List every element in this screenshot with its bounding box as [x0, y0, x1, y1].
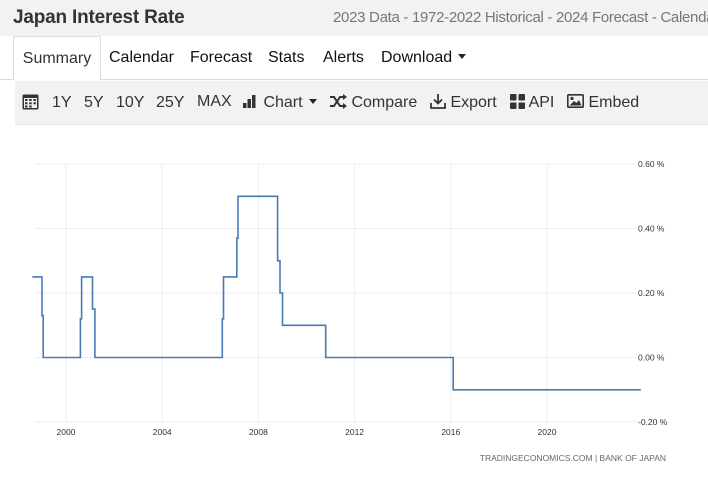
page-title: Japan Interest Rate — [13, 7, 185, 28]
bar-chart-icon — [243, 95, 256, 109]
y-tick-label: 0.00 % — [638, 353, 665, 363]
x-axis: 2000 2004 2008 2012 2016 2020 — [57, 427, 557, 437]
export-button[interactable]: Export — [430, 81, 497, 125]
x-tick-label: 2020 — [538, 427, 557, 437]
x-tick-label: 2008 — [249, 427, 268, 437]
range-max-button[interactable]: MAX — [197, 93, 232, 110]
range-10y-button[interactable]: 10Y — [116, 94, 145, 111]
tab-summary[interactable]: Summary — [13, 36, 101, 81]
y-tick-label: 0.60 % — [638, 159, 665, 169]
embed-button[interactable]: Embed — [567, 81, 639, 125]
chart-type-button[interactable]: Chart — [243, 81, 317, 125]
y-tick-label: 0.20 % — [638, 288, 665, 298]
grid-icon — [510, 93, 525, 109]
caret-down-icon — [458, 54, 467, 60]
export-label: Export — [450, 94, 497, 111]
series-line — [32, 195, 641, 391]
tab-label: Calendar — [109, 49, 174, 66]
tab-label: Forecast — [190, 49, 253, 66]
chart-source: TRADINGECONOMICS.COM | BANK OF JAPAN — [480, 453, 666, 463]
compare-label: Compare — [351, 94, 418, 111]
y-tick-label: 0.40 % — [638, 224, 665, 234]
page-subtitle: 2023 Data - 1972-2022 Historical - 2024 … — [333, 9, 708, 26]
image-icon — [567, 94, 584, 109]
range-25y-button[interactable]: 25Y — [156, 94, 185, 111]
chart-grid — [35, 163, 637, 423]
y-tick-label: -0.20 % — [638, 417, 668, 427]
chart-toolbar: 1Y 5Y 10Y 25Y MAX Chart Compare Export A… — [15, 81, 708, 125]
interest-rate-chart: 2000 2004 2008 2012 2016 2020 0.60 % 0.40 % 0.2… — [32, 159, 668, 463]
download-icon — [430, 94, 446, 110]
tab-download[interactable]: Download — [381, 36, 467, 80]
x-tick-label: 2000 — [57, 427, 76, 437]
x-tick-label: 2004 — [153, 427, 172, 437]
x-tick-label: 2016 — [441, 427, 460, 437]
tab-label: Stats — [268, 49, 305, 66]
api-button[interactable]: API — [510, 81, 554, 125]
range-1y-button[interactable]: 1Y — [52, 94, 72, 111]
range-5y-button[interactable]: 5Y — [84, 94, 104, 111]
tab-stats[interactable]: Stats — [268, 36, 304, 80]
embed-label: Embed — [588, 94, 640, 111]
chart-type-label: Chart — [263, 94, 303, 111]
tab-alerts[interactable]: Alerts — [323, 36, 364, 80]
calendar-icon — [22, 94, 39, 110]
tab-forecast[interactable]: Forecast — [190, 36, 252, 80]
calendar-button[interactable] — [22, 81, 39, 125]
tab-label: Download — [381, 49, 453, 66]
tab-calendar[interactable]: Calendar — [109, 36, 174, 80]
compare-button[interactable]: Compare — [329, 81, 417, 125]
x-tick-label: 2012 — [345, 427, 364, 437]
api-label: API — [528, 94, 555, 111]
shuffle-icon — [330, 93, 347, 109]
caret-down-icon — [308, 99, 317, 105]
tab-bar: Summary Calendar Forecast Stats Alerts D… — [0, 36, 708, 81]
page-header: Japan Interest Rate 2023 Data - 1972-202… — [0, 0, 708, 36]
tab-label: Alerts — [323, 49, 364, 66]
chart-area: 2000 2004 2008 2012 2016 2020 0.60 % 0.40 % 0.2… — [0, 126, 708, 486]
y-axis: 0.60 % 0.40 % 0.20 % 0.00 % -0.20 % — [638, 159, 668, 427]
tab-label: Summary — [22, 50, 92, 67]
chart-series — [32, 195, 641, 391]
